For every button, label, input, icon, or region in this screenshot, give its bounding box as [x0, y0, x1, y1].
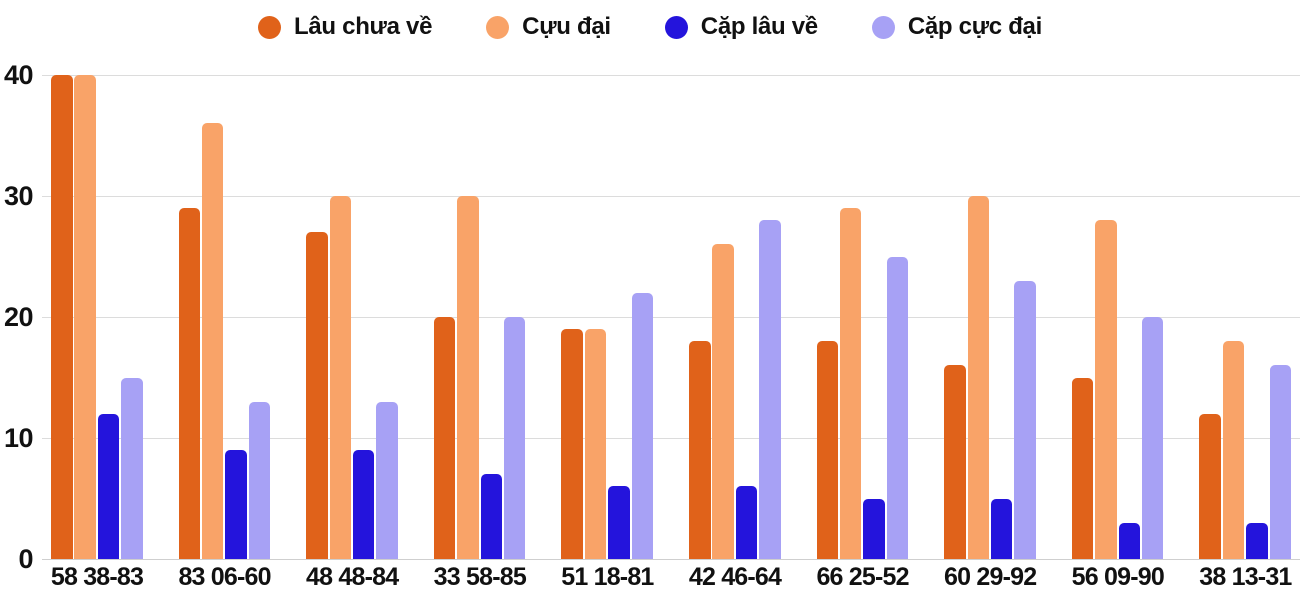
y-tick-label-10: 10 [3, 423, 34, 453]
bar-lau-chua-ve-66-25-52[interactable] [816, 341, 839, 559]
legend-swatch-icon [871, 15, 895, 39]
bar-lau-chua-ve-56-09-90[interactable] [1071, 377, 1094, 559]
bar-cuu-ai-48-48-84[interactable] [329, 196, 352, 559]
bar-cuu-ai-51-18-81[interactable] [584, 329, 607, 559]
bar-cap-lau-ve-42-46-64[interactable] [735, 486, 758, 559]
y-tick-label-20: 20 [3, 302, 34, 332]
legend-swatch-icon [486, 15, 510, 39]
bar-cap-lau-ve-51-18-81[interactable] [608, 486, 630, 559]
bar-cap-cuc-ai-58-38-83[interactable] [121, 377, 143, 559]
gridline-40 [42, 75, 1300, 76]
bar-lau-chua-ve-83-06-60[interactable] [178, 208, 201, 559]
legend-label: Lâu chưa về [294, 13, 433, 40]
bar-group-60-29-92 [944, 196, 1036, 559]
bar-cuu-ai-66-25-52[interactable] [839, 208, 862, 559]
bar-lau-chua-ve-51-18-81[interactable] [561, 329, 583, 559]
legend-item-cap-lau-ve[interactable]: Cặp lâu về [664, 13, 818, 41]
x-axis-label-83-06-60: 83 06-60 [178, 563, 271, 591]
bar-group-38-13-31 [1199, 341, 1292, 559]
x-axis-label-56-09-90: 56 09-90 [1071, 563, 1165, 591]
x-axis-label-51-18-81: 51 18-81 [561, 563, 654, 591]
legend-swatch-icon [258, 15, 282, 39]
bar-lau-chua-ve-38-13-31[interactable] [1199, 413, 1221, 559]
chart-legend: Lâu chưa về Cựu đại Cặp lâu về Cặp cực đại [0, 8, 1300, 46]
bar-group-66-25-52 [816, 208, 909, 559]
legend-label: Cựu đại [522, 13, 611, 40]
legend-swatch-icon [664, 15, 688, 39]
bar-cuu-ai-83-06-60[interactable] [201, 123, 224, 559]
bar-lau-chua-ve-60-29-92[interactable] [944, 365, 966, 559]
legend-item-lau-chua-ve[interactable]: Lâu chưa về [258, 13, 432, 41]
x-axis-label-48-48-84: 48 48-84 [306, 563, 399, 591]
legend-label: Cặp cực đại [907, 13, 1042, 40]
bar-cap-cuc-ai-60-29-92[interactable] [1014, 280, 1036, 559]
bar-lau-chua-ve-48-48-84[interactable] [306, 232, 328, 559]
bar-cap-cuc-ai-83-06-60[interactable] [248, 401, 271, 559]
bar-group-51-18-81 [561, 292, 654, 559]
bar-cap-lau-ve-33-58-85[interactable] [480, 474, 503, 559]
y-tick-label-40: 40 [3, 60, 34, 90]
legend-item-cuu-ai[interactable]: Cựu đại [486, 13, 611, 41]
x-axis-line [42, 559, 1300, 560]
bar-cap-lau-ve-83-06-60[interactable] [225, 450, 247, 559]
bar-group-56-09-90 [1071, 220, 1164, 559]
bar-cuu-ai-33-58-85[interactable] [457, 196, 479, 559]
bar-cuu-ai-58-38-83[interactable] [74, 75, 96, 559]
x-axis-label-38-13-31: 38 13-31 [1199, 563, 1292, 591]
bar-lau-chua-ve-33-58-85[interactable] [433, 317, 456, 559]
bar-group-33-58-85 [433, 196, 526, 559]
bar-cap-lau-ve-66-25-52[interactable] [863, 498, 885, 559]
bar-cap-cuc-ai-51-18-81[interactable] [631, 292, 654, 559]
y-tick-label-0: 0 [18, 544, 33, 574]
bar-cap-cuc-ai-42-46-64[interactable] [759, 220, 781, 559]
gridline-20 [42, 317, 1300, 318]
bar-cap-cuc-ai-66-25-52[interactable] [886, 256, 909, 559]
x-axis-label-42-46-64: 42 46-64 [688, 563, 782, 591]
bar-cap-lau-ve-58-38-83[interactable] [97, 413, 120, 559]
bar-cap-lau-ve-48-48-84[interactable] [352, 450, 375, 559]
bar-lau-chua-ve-58-38-83[interactable] [51, 75, 73, 559]
bar-cuu-ai-42-46-64[interactable] [712, 244, 734, 559]
bar-cap-cuc-ai-33-58-85[interactable] [503, 317, 526, 559]
bar-group-48-48-84 [306, 196, 398, 559]
bar-cuu-ai-38-13-31[interactable] [1222, 341, 1245, 559]
x-axis-label-58-38-83: 58 38-83 [50, 563, 144, 591]
x-axis-label-66-25-52: 66 25-52 [816, 563, 909, 591]
bar-group-83-06-60 [178, 123, 271, 559]
bar-group-58-38-83 [51, 75, 143, 559]
x-axis-label-33-58-85: 33 58-85 [433, 563, 527, 591]
gridline-30 [42, 196, 1300, 197]
bar-group-42-46-64 [689, 220, 781, 559]
gridline-10 [42, 438, 1300, 439]
legend-item-cap-cuc-ai[interactable]: Cặp cực đại [871, 13, 1042, 41]
bar-cap-cuc-ai-38-13-31[interactable] [1269, 365, 1292, 559]
x-axis-label-60-29-92: 60 29-92 [944, 563, 1037, 591]
y-tick-label-30: 30 [3, 181, 34, 211]
bar-cap-lau-ve-60-29-92[interactable] [990, 498, 1013, 559]
bar-cap-lau-ve-38-13-31[interactable] [1246, 522, 1268, 559]
bar-cap-cuc-ai-48-48-84[interactable] [376, 401, 398, 559]
bar-cap-lau-ve-56-09-90[interactable] [1118, 522, 1141, 559]
bar-cuu-ai-56-09-90[interactable] [1095, 220, 1117, 559]
bar-cuu-ai-60-29-92[interactable] [967, 196, 990, 559]
bar-lau-chua-ve-42-46-64[interactable] [689, 341, 711, 559]
legend-label: Cặp lâu về [700, 13, 818, 40]
bar-cap-cuc-ai-56-09-90[interactable] [1141, 317, 1164, 559]
